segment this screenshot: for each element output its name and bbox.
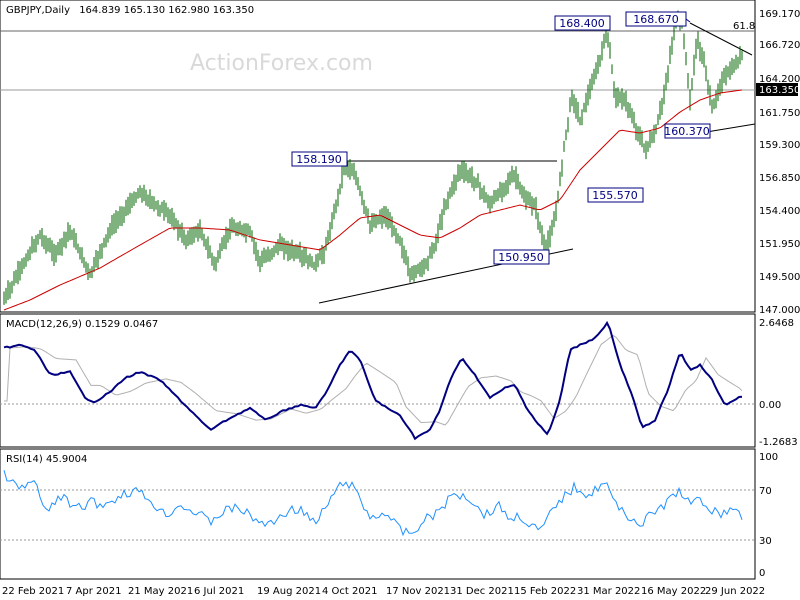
annotation-150950: 150.950 [493, 249, 550, 265]
rsi-panel-title: RSI(14) 45.9004 [6, 454, 87, 465]
x-tick-label: 6 Jul 2021 [194, 586, 244, 597]
x-tick-label: 21 May 2021 [128, 586, 193, 597]
macd-signal-line [4, 334, 743, 426]
rsi-y-tick-label: 30 [759, 536, 772, 547]
annotation-label: 150.950 [498, 251, 544, 264]
annotation-label: 168.670 [633, 13, 679, 26]
annotation-label: 158.190 [296, 153, 342, 166]
y-tick-label: 161.750 [759, 108, 800, 119]
rsi-y-tick-label: 0 [759, 568, 765, 579]
moving-average-line [3, 89, 743, 311]
macd-panel-title: MACD(12,26,9) 0.1529 0.0467 [6, 319, 158, 330]
annotation-label: 155.570 [592, 189, 638, 202]
y-tick-label: 169.170 [759, 9, 800, 20]
annotation-168400: 168.400 [554, 15, 611, 31]
x-tick-label: 15 Feb 2022 [514, 586, 576, 597]
x-tick-label: 31 Mar 2022 [577, 586, 640, 597]
macd-zero-label: 0.00 [759, 400, 781, 411]
x-tick-label: 22 Feb 2021 [2, 586, 64, 597]
y-tick-label: 151.950 [759, 239, 800, 250]
price-axis: 169.170 166.720 164.200 161.750 159.300 … [759, 9, 800, 316]
rsi-panel [0, 448, 756, 580]
annotation-label: 160.370 [664, 125, 710, 138]
rsi-line [3, 470, 743, 537]
rsi-y-tick-label: 70 [759, 486, 772, 497]
fib-label: 61.8 [733, 21, 755, 32]
rsi-y-tick-label: 100 [759, 452, 778, 463]
y-tick-label: 149.500 [759, 272, 800, 283]
annotation-168670: 168.670 [625, 11, 691, 27]
watermark: ActionForex.com [190, 51, 373, 76]
x-tick-label: 29 Jun 2022 [705, 586, 765, 597]
macd-y-tick-label: -1.2683 [759, 437, 798, 448]
y-tick-label: 154.400 [759, 206, 800, 217]
last-price-box [756, 83, 798, 96]
price-panel [0, 0, 756, 313]
y-tick-label: 147.000 [759, 305, 800, 316]
x-tick-label: 17 Nov 2021 [386, 586, 450, 597]
macd-line [3, 320, 743, 441]
macd-y-tick-label: 2.6468 [759, 318, 794, 329]
x-tick-label: 19 Aug 2021 [257, 586, 321, 597]
price-series [3, 10, 743, 305]
y-tick-label: 164.200 [759, 74, 800, 85]
annotation-160370: 160.370 [664, 123, 711, 139]
x-axis: 22 Feb 2021 7 Apr 2021 21 May 2021 6 Jul… [2, 586, 765, 597]
y-tick-label: 156.850 [759, 173, 800, 184]
price-panel-title: GBPJPY,Daily 164.839 165.130 162.980 163… [6, 5, 254, 16]
last-price-label: 163.350 [759, 85, 800, 96]
y-tick-label: 159.300 [759, 140, 800, 151]
annotation-label: 168.400 [559, 17, 605, 30]
trendline-wedge-top [689, 22, 753, 56]
y-tick-label: 166.720 [759, 40, 800, 51]
annotation-158190: 158.190 [291, 151, 348, 167]
x-tick-label: 7 Apr 2021 [66, 586, 121, 597]
macd-panel [0, 313, 756, 448]
x-tick-label: 16 May 2022 [641, 586, 706, 597]
x-tick-label: 31 Dec 2021 [450, 586, 514, 597]
annotation-155570: 155.570 [587, 187, 644, 203]
price-panel-ohlc: 164.839 165.130 162.980 163.350 [79, 5, 254, 16]
x-tick-label: 4 Oct 2021 [322, 586, 377, 597]
price-panel-symbol: GBPJPY,Daily [6, 5, 70, 16]
